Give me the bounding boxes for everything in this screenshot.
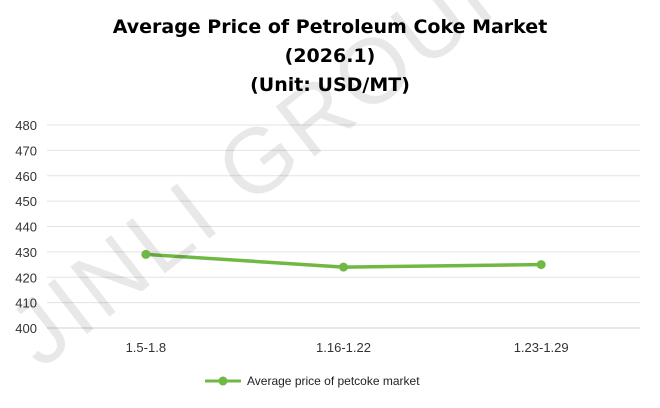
- y-tick-label: 460: [15, 169, 37, 184]
- legend-label: Average price of petcoke market: [247, 374, 420, 388]
- x-tick-label: 1.16-1.22: [316, 340, 371, 355]
- y-tick-label: 420: [15, 270, 37, 285]
- x-tick-label: 1.23-1.29: [514, 340, 569, 355]
- y-tick-label: 480: [15, 118, 37, 133]
- y-tick-label: 400: [15, 321, 37, 336]
- chart-title-line2: (2026.1): [284, 45, 376, 67]
- data-point: [141, 249, 151, 259]
- y-tick-label: 410: [15, 296, 37, 311]
- y-tick-label: 440: [15, 220, 37, 235]
- data-point: [339, 262, 348, 272]
- legend-marker-icon: [205, 376, 241, 386]
- chart-title-line1: Average Price of Petroleum Coke Market: [112, 16, 548, 38]
- x-tick-label: 1.5-1.8: [126, 340, 166, 355]
- legend: Average price of petcoke market: [205, 374, 420, 388]
- y-tick-label: 430: [15, 245, 37, 260]
- y-tick-label: 450: [15, 194, 37, 209]
- chart-title-line3: (Unit: USD/MT): [250, 74, 410, 96]
- y-tick-label: 470: [15, 143, 37, 158]
- data-point: [536, 260, 546, 270]
